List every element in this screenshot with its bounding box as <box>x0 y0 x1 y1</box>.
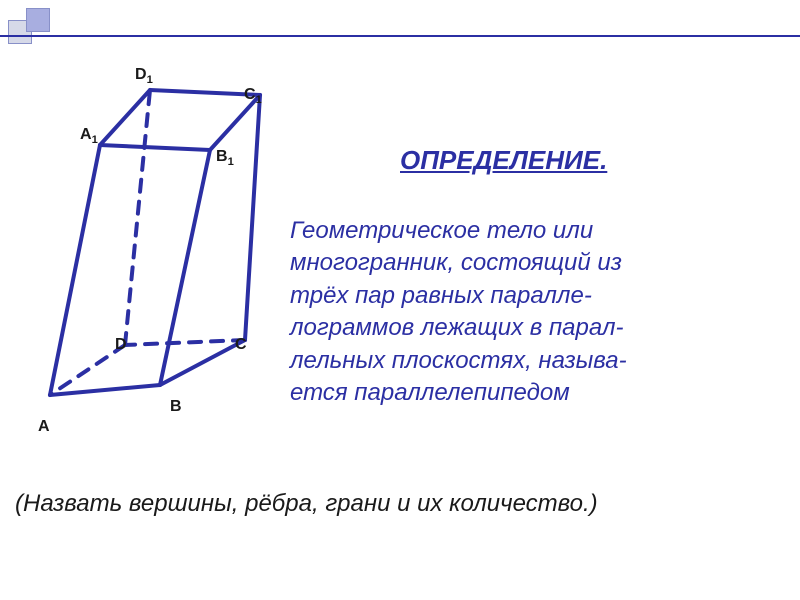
vertex-text: C <box>235 336 247 353</box>
vertex-label-D: D <box>115 336 127 354</box>
vertex-sub: 1 <box>228 156 234 168</box>
vertex-text: D <box>115 336 127 353</box>
body-line: трёх пар равных паралле- <box>290 282 592 309</box>
vertex-label-B: B <box>170 398 182 416</box>
parallelepiped-figure <box>30 50 290 435</box>
vertex-label-D1: D1 <box>135 66 153 86</box>
vertex-text: B <box>216 148 228 165</box>
body-line: многогранник, состоящий из <box>290 249 622 276</box>
vertex-sub: 1 <box>92 134 98 146</box>
vertex-label-C: C <box>235 336 247 354</box>
vertex-text: C <box>244 86 256 103</box>
body-line: ется параллелепипедом <box>290 379 570 406</box>
top-divider <box>0 35 800 37</box>
body-line: лограммов лежащих в парал- <box>290 314 623 341</box>
bottom-note: (Назвать вершины, рёбра, грани и их коли… <box>15 490 598 518</box>
vertex-label-B1: B1 <box>216 148 234 168</box>
vertex-label-A1: A1 <box>80 126 98 146</box>
vertex-text: A <box>80 126 92 143</box>
body-line: Геометрическое тело или <box>290 217 593 244</box>
definition-body: Геометрическое тело или многогранник, сос… <box>290 215 790 409</box>
vertex-sub: 1 <box>147 74 153 86</box>
definition-title: ОПРЕДЕЛЕНИЕ. <box>400 145 607 176</box>
vertex-sub: 1 <box>256 94 262 106</box>
parallelepiped-svg <box>30 50 290 430</box>
vertex-text: B <box>170 398 182 415</box>
vertex-label-C1: C1 <box>244 86 262 106</box>
vertex-text: A <box>38 418 50 435</box>
decor-square-small <box>26 8 50 32</box>
body-line: лельных плоскостях, называ- <box>290 347 627 374</box>
vertex-label-A: A <box>38 418 50 436</box>
vertex-text: D <box>135 66 147 83</box>
